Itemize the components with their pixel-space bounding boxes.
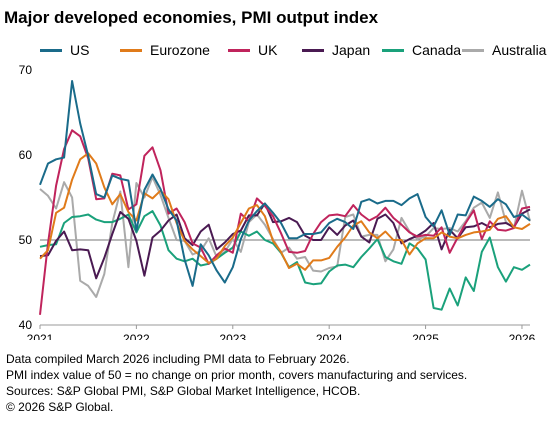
legend-label-us: US [70,42,90,58]
y-tick-label-70: 70 [19,63,33,77]
chart-legend: US Eurozone UK Japan Canada Australia [0,40,560,60]
legend-item-canada: Canada [382,40,461,60]
legend-swatch-eurozone [120,48,142,52]
series-line-eurozone [39,152,531,271]
legend-item-japan: Japan [302,40,370,60]
legend-swatch-uk [228,48,250,52]
chart-title: Major developed economies, PMI output in… [4,8,379,27]
x-tick-label-2022: 2022 [123,332,150,340]
series-line-us [39,80,531,287]
line-chart: 40 50 60 70 2021 2022 2023 2024 2025 2026 [19,63,536,340]
x-tick-label-2026: 2026 [509,332,536,340]
chart-notes: Data compiled March 2026 including PMI d… [6,351,467,415]
legend-swatch-australia [462,48,484,52]
x-tick-label-2025: 2025 [412,332,439,340]
x-tick-label-2024: 2024 [316,332,343,340]
series-line-uk [39,129,531,315]
y-tick-label-40: 40 [19,318,33,332]
legend-item-us: US [40,40,89,60]
legend-label-japan: Japan [332,42,371,58]
legend-swatch-canada [382,48,404,52]
legend-label-eurozone: Eurozone [150,42,210,58]
y-tick-label-60: 60 [19,148,33,162]
legend-item-uk: UK [228,40,277,60]
legend-label-australia: Australia [492,42,547,58]
note-sources: Sources: S&P Global PMI, S&P Global Mark… [6,384,361,398]
note-pmi-definition: PMI index value of 50 = no change on pri… [6,368,468,382]
legend-item-eurozone: Eurozone [120,40,210,60]
note-data-compiled: Data compiled March 2026 including PMI d… [6,352,350,366]
y-tick-label-50: 50 [19,233,33,247]
note-copyright: © 2026 S&P Global. [6,400,114,414]
legend-label-canada: Canada [412,42,462,58]
legend-label-uk: UK [258,42,278,58]
legend-item-australia: Australia [462,40,546,60]
x-tick-label-2021: 2021 [27,332,54,340]
x-tick-label-2023: 2023 [219,332,246,340]
legend-swatch-us [40,48,62,52]
legend-swatch-japan [302,48,324,52]
